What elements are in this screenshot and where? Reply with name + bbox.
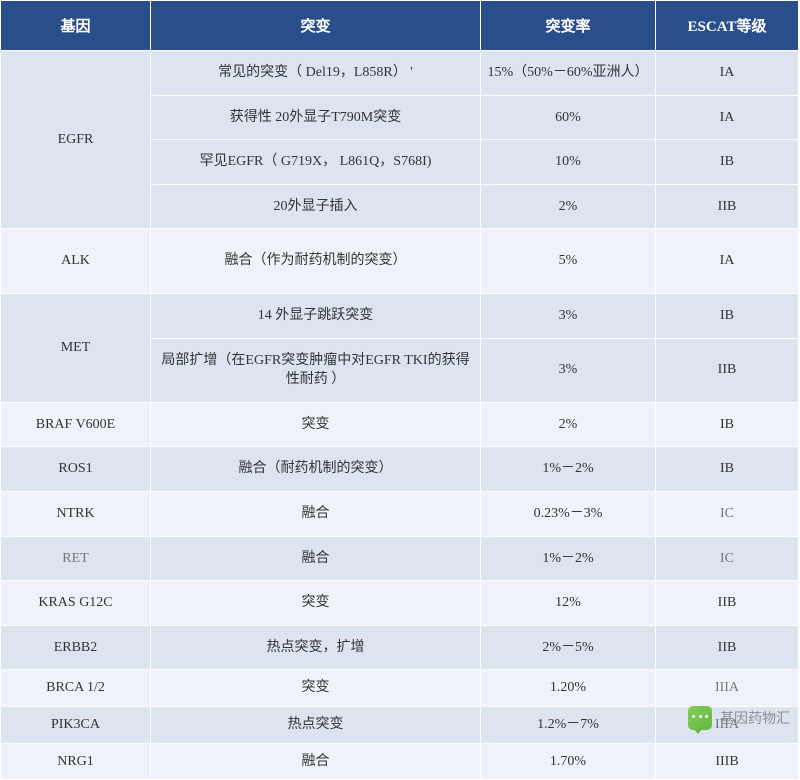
cell-mutation: 突变 (151, 581, 481, 626)
cell-gene: PIK3CA (1, 706, 151, 743)
cell-gene: ALK (1, 229, 151, 294)
header-gene: 基因 (1, 1, 151, 51)
cell-rate: 2% (481, 184, 656, 229)
header-mutation: 突变 (151, 1, 481, 51)
cell-escat: IA (656, 51, 799, 96)
cell-gene: RET (1, 536, 151, 581)
cell-gene: EGFR (1, 51, 151, 229)
cell-mutation: 罕见EGFR（ G719X， L861Q，S768I) (151, 140, 481, 185)
table-row: BRCA 1/2突变1.20%IIIA (1, 670, 799, 707)
cell-mutation: 热点突变，扩增 (151, 625, 481, 670)
table-row: NTRK融合0.23%－3%IC (1, 491, 799, 536)
cell-mutation: 热点突变 (151, 706, 481, 743)
cell-rate: 15%（50%－60%亚洲人） (481, 51, 656, 96)
cell-escat: IA (656, 95, 799, 140)
table-row: NRG1融合1.70%IIIB (1, 743, 799, 780)
cell-mutation: 融合（耐药机制的突变） (151, 447, 481, 492)
cell-rate: 2%－5% (481, 625, 656, 670)
cell-mutation: 突变 (151, 402, 481, 447)
cell-escat: IIIA (656, 670, 799, 707)
cell-gene: ROS1 (1, 447, 151, 492)
watermark-text: 基因药物汇 (720, 708, 790, 728)
cell-rate: 1.20% (481, 670, 656, 707)
table-header: 基因 突变 突变率 ESCAT等级 (1, 1, 799, 51)
cell-escat: IIB (656, 625, 799, 670)
cell-rate: 3% (481, 293, 656, 338)
cell-mutation: 20外显子插入 (151, 184, 481, 229)
cell-rate: 10% (481, 140, 656, 185)
cell-rate: 1%－2% (481, 447, 656, 492)
cell-mutation: 融合 (151, 491, 481, 536)
cell-gene: NTRK (1, 491, 151, 536)
cell-mutation: 常见的突变（ Del19，L858R） ' (151, 51, 481, 96)
cell-mutation: 融合（作为耐药机制的突变） (151, 229, 481, 294)
cell-escat: IIB (656, 338, 799, 402)
cell-gene: MET (1, 293, 151, 402)
header-escat: ESCAT等级 (656, 1, 799, 51)
table-row: BRAF V600E突变2%IB (1, 402, 799, 447)
cell-gene: BRCA 1/2 (1, 670, 151, 707)
cell-rate: 12% (481, 581, 656, 626)
table-body: EGFR常见的突变（ Del19，L858R） '15%（50%－60%亚洲人）… (1, 51, 799, 780)
cell-rate: 0.23%－3% (481, 491, 656, 536)
table-row: MET14 外显子跳跃突变3%IB (1, 293, 799, 338)
cell-escat: IIB (656, 184, 799, 229)
cell-mutation: 融合 (151, 743, 481, 780)
watermark: 基因药物汇 (688, 706, 790, 730)
cell-escat: IIB (656, 581, 799, 626)
header-rate: 突变率 (481, 1, 656, 51)
cell-mutation: 突变 (151, 670, 481, 707)
cell-escat: IC (656, 536, 799, 581)
gene-mutation-table: 基因 突变 突变率 ESCAT等级 EGFR常见的突变（ Del19，L858R… (0, 0, 799, 780)
cell-mutation: 局部扩增（在EGFR突变肿瘤中对EGFR TKI的获得性耐药 ） (151, 338, 481, 402)
cell-escat: IB (656, 140, 799, 185)
cell-rate: 60% (481, 95, 656, 140)
cell-mutation: 14 外显子跳跃突变 (151, 293, 481, 338)
cell-rate: 2% (481, 402, 656, 447)
cell-escat: IC (656, 491, 799, 536)
table-row: EGFR常见的突变（ Del19，L858R） '15%（50%－60%亚洲人）… (1, 51, 799, 96)
cell-mutation: 融合 (151, 536, 481, 581)
table-row: ALK融合（作为耐药机制的突变）5%IA (1, 229, 799, 294)
cell-rate: 1.2%－7% (481, 706, 656, 743)
wechat-icon (688, 706, 712, 730)
cell-rate: 1%－2% (481, 536, 656, 581)
cell-gene: NRG1 (1, 743, 151, 780)
table-row: PIK3CA热点突变1.2%－7%IIIA (1, 706, 799, 743)
table-row: KRAS G12C突变12%IIB (1, 581, 799, 626)
table-row: RET融合1%－2%IC (1, 536, 799, 581)
cell-escat: IA (656, 229, 799, 294)
table-row: ROS1融合（耐药机制的突变）1%－2%IB (1, 447, 799, 492)
cell-escat: IIIB (656, 743, 799, 780)
cell-gene: ERBB2 (1, 625, 151, 670)
cell-rate: 5% (481, 229, 656, 294)
cell-gene: KRAS G12C (1, 581, 151, 626)
cell-rate: 1.70% (481, 743, 656, 780)
cell-escat: IB (656, 402, 799, 447)
cell-escat: IB (656, 447, 799, 492)
cell-gene: BRAF V600E (1, 402, 151, 447)
cell-mutation: 获得性 20外显子T790M突变 (151, 95, 481, 140)
table-row: ERBB2热点突变，扩增2%－5%IIB (1, 625, 799, 670)
cell-escat: IB (656, 293, 799, 338)
cell-rate: 3% (481, 338, 656, 402)
